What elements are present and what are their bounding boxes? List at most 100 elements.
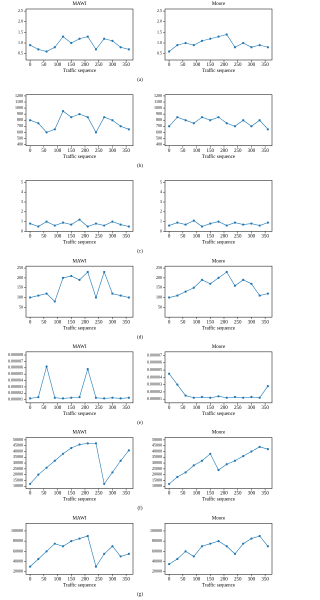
x-tick-label: 200: [220, 492, 228, 497]
x-tick-label: 100: [193, 320, 201, 325]
y-tick-label: 250: [156, 265, 162, 270]
x-axis-label: Traffic sequence: [63, 155, 97, 160]
data-point: [168, 562, 171, 566]
y-tick-label: 50000: [13, 437, 23, 442]
data-point: [94, 396, 98, 399]
y-tick-label: 60000: [13, 548, 23, 553]
data-point: [29, 565, 32, 568]
x-tick-label: 100: [54, 577, 62, 582]
data-point: [176, 221, 179, 224]
y-tick-label: 700: [17, 123, 23, 128]
data-point: [192, 219, 195, 222]
x-tick-label: 250: [234, 149, 242, 154]
plot-frame: [25, 180, 134, 232]
x-tick-label: 100: [193, 406, 201, 411]
y-tick-label: 50000: [152, 437, 162, 442]
x-tick-label: 0: [168, 406, 171, 411]
data-point: [119, 294, 122, 297]
chart-title: MAWI: [72, 2, 86, 7]
data-point: [192, 286, 195, 289]
y-tick-label: 50: [158, 304, 162, 309]
plot-frame: [164, 94, 273, 146]
x-tick-label: 0: [168, 492, 171, 497]
x-tick-label: 150: [207, 320, 215, 325]
x-tick-label: 200: [220, 320, 228, 325]
data-point: [233, 284, 237, 287]
chart-title: Moore: [212, 345, 226, 350]
y-tick-label: 700: [156, 123, 162, 128]
data-point: [209, 37, 212, 40]
data-point: [45, 550, 48, 553]
data-point: [111, 396, 114, 399]
data-point: [45, 292, 48, 295]
data-point: [242, 41, 245, 45]
data-point: [242, 455, 245, 458]
x-tick-label: 350: [122, 492, 130, 497]
data-point: [184, 471, 187, 474]
y-tick-label: 200: [17, 275, 23, 280]
chart-title: Moore: [212, 431, 226, 436]
data-point: [168, 50, 171, 53]
x-tick-label: 250: [234, 320, 242, 325]
data-point: [53, 224, 56, 227]
x-axis-label: Traffic sequence: [63, 498, 97, 503]
x-tick-label: 50: [41, 492, 47, 497]
x-tick-label: 350: [122, 235, 130, 240]
x-axis-label: Traffic sequence: [202, 69, 236, 74]
data-point: [225, 396, 228, 399]
y-tick-label: 800: [17, 117, 23, 122]
data-point: [266, 448, 269, 451]
x-tick-label: 0: [29, 492, 32, 497]
y-tick-label: 80000: [152, 538, 162, 543]
x-tick-label: 150: [68, 577, 76, 582]
x-axis-label: Traffic sequence: [202, 498, 236, 503]
x-tick-label: 350: [261, 406, 269, 411]
y-tick-label: 100: [156, 294, 162, 299]
x-tick-label: 50: [180, 235, 186, 240]
y-tick-label: 0.000006: [147, 360, 162, 365]
x-axis-label: Traffic sequence: [202, 155, 236, 160]
y-tick-label: 40000: [13, 558, 23, 563]
x-tick-label: 350: [122, 63, 130, 68]
data-point: [111, 292, 114, 295]
data-point: [192, 44, 195, 47]
data-point: [217, 35, 220, 38]
data-point: [127, 552, 130, 555]
caption: (g): [137, 592, 143, 597]
plot-frame: [164, 437, 273, 489]
data-point: [258, 445, 261, 448]
data-line: [168, 446, 268, 485]
data-point: [250, 125, 253, 128]
x-axis-label: Traffic sequence: [63, 583, 97, 588]
data-point: [184, 394, 187, 397]
y-tick-label: 0.000002: [147, 389, 162, 394]
y-tick-label: 100000: [150, 528, 162, 533]
data-point: [258, 224, 261, 227]
y-tick-label: 30000: [13, 460, 23, 465]
plot-frame: [25, 265, 134, 318]
data-point: [86, 116, 89, 119]
data-point: [176, 475, 179, 479]
y-tick-label: 15000: [13, 477, 23, 482]
x-tick-label: 0: [168, 235, 171, 240]
y-tick-label: 1100: [154, 99, 162, 104]
x-tick-label: 200: [220, 235, 228, 240]
data-point: [209, 222, 212, 225]
data-point: [209, 119, 212, 122]
y-tick-label: 2.5: [18, 8, 23, 13]
data-point: [45, 466, 48, 469]
y-tick-label: 150: [156, 285, 162, 290]
x-tick-label: 300: [109, 149, 117, 154]
data-point: [37, 473, 40, 476]
y-tick-label: 1.0: [18, 40, 23, 45]
data-point: [119, 397, 122, 400]
y-tick-label: 250: [17, 265, 23, 270]
x-tick-label: 50: [41, 235, 47, 240]
x-tick-label: 300: [248, 492, 256, 497]
data-point: [127, 296, 130, 299]
y-tick-label: 3: [160, 199, 162, 204]
x-tick-label: 250: [95, 320, 103, 325]
data-point: [233, 46, 237, 49]
x-axis-label: Traffic sequence: [202, 412, 236, 417]
data-point: [70, 540, 73, 543]
